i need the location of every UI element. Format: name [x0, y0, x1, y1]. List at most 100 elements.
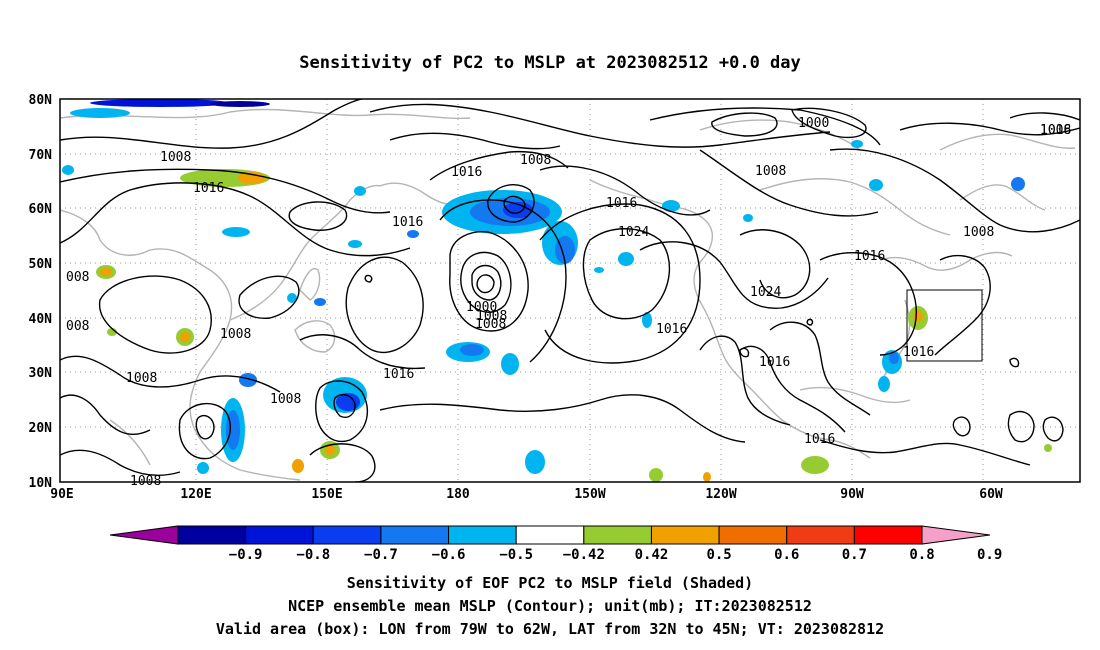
positive-patch — [1044, 444, 1052, 452]
negative-patch — [239, 373, 257, 387]
lat-label: 50N — [29, 257, 53, 272]
sensitivity-shading — [62, 99, 1052, 482]
negative-patch — [889, 352, 899, 364]
colorbar-tick-label: 0.6 — [774, 547, 799, 563]
colorbar-tick-label: −0.8 — [296, 547, 330, 563]
positive-patch — [100, 268, 112, 276]
contour-label: 1008 — [270, 392, 301, 407]
contour-label: 1024 — [750, 285, 781, 300]
lat-label: 80N — [29, 93, 53, 108]
colorbar-high-triangle — [921, 525, 991, 545]
colorbar-swatch — [853, 525, 923, 545]
figure-title: Sensitivity of PC2 to MSLP at 2023082512… — [299, 53, 801, 73]
contour-label: 1016 — [451, 165, 482, 180]
negative-patch — [743, 214, 753, 222]
contour-label: 1008 — [963, 225, 994, 240]
negative-patch — [851, 140, 863, 148]
colorbar-swatch — [312, 525, 382, 545]
lon-label: 180 — [446, 487, 470, 502]
valid-area-box — [906, 289, 983, 362]
lon-label: 120W — [705, 487, 736, 502]
contour-label: 1008 — [520, 153, 551, 168]
colorbar-tick-label: 0.7 — [842, 547, 867, 563]
contour-label: 1016 — [903, 345, 934, 360]
contour-label: 1008 — [130, 474, 161, 489]
lat-label: 10N — [29, 476, 53, 491]
negative-patch — [501, 353, 519, 375]
positive-patch — [325, 445, 335, 455]
colorbar-swatch — [380, 525, 450, 545]
negative-patch — [407, 230, 419, 238]
contour-label: 1016 — [854, 249, 885, 264]
colorbar-tick-label: 0.9 — [977, 547, 1002, 563]
mslp-contours — [60, 99, 1080, 482]
positive-patch — [913, 310, 923, 322]
latitude-labels: 80N 70N 60N 50N 40N 30N 20N 10N — [29, 93, 53, 491]
caption-line-1: Sensitivity of EOF PC2 to MSLP field (Sh… — [347, 574, 753, 592]
map-border — [59, 98, 1081, 483]
contour-label: 1008 — [126, 371, 157, 386]
negative-patch — [314, 298, 326, 306]
negative-patch — [348, 240, 362, 248]
lat-label: 30N — [29, 366, 53, 381]
negative-patch — [210, 101, 270, 107]
colorbar: −0.9 −0.8 −0.7 −0.6 −0.5 −0.42 0.42 0.5 0.6 0.7 0.… — [109, 525, 1002, 563]
positive-patch — [292, 459, 304, 473]
coastlines — [60, 108, 1076, 481]
colorbar-low-triangle — [109, 525, 179, 545]
colorbar-tick-label: −0.6 — [432, 547, 466, 563]
colorbar-swatch — [650, 525, 720, 545]
negative-patch — [525, 450, 545, 474]
longitude-labels: 90E 120E 150E 180 150W 120W 90W 60W — [50, 487, 1003, 502]
positive-patch — [801, 456, 829, 474]
negative-patch — [642, 312, 652, 328]
lat-label: 70N — [29, 148, 53, 163]
contour-label: 008 — [66, 319, 89, 334]
negative-patch — [460, 344, 484, 356]
contour-label: 1008 — [220, 327, 251, 342]
colorbar-swatch — [786, 525, 855, 545]
negative-patch — [222, 227, 250, 237]
negative-patch — [62, 165, 74, 175]
contour-label: 1016 — [656, 322, 687, 337]
contour-label: 1000 — [466, 300, 497, 315]
lat-label: 40N — [29, 312, 53, 327]
contour-label: 008 — [66, 270, 89, 285]
contour-label: 1024 — [618, 225, 649, 240]
colorbar-swatch — [515, 525, 585, 545]
positive-patch — [180, 332, 190, 342]
negative-patch — [618, 252, 634, 266]
contour-label: 1008 — [160, 150, 191, 165]
contour-label: 1016 — [606, 196, 637, 211]
colorbar-swatch — [177, 525, 247, 545]
caption-line-3: Valid area (box): LON from 79W to 62W, L… — [216, 620, 884, 638]
colorbar-swatch — [245, 525, 314, 545]
negative-patch — [354, 186, 366, 196]
contour-label: 1016 — [1040, 123, 1071, 138]
lon-label: 120E — [180, 487, 211, 502]
colorbar-swatch — [718, 525, 788, 545]
lon-label: 150W — [574, 487, 605, 502]
negative-patch — [1011, 177, 1025, 191]
contour-label: 1016 — [804, 432, 835, 447]
contour-label: 1016 — [383, 367, 414, 382]
colorbar-tick-label: −0.42 — [563, 547, 605, 563]
colorbar-tick-label: 0.5 — [706, 547, 731, 563]
caption-line-2: NCEP ensemble mean MSLP (Contour); unit(… — [288, 597, 812, 615]
contour-label: 1008 — [476, 309, 507, 324]
lon-label: 90W — [840, 487, 864, 502]
positive-patch — [649, 468, 663, 482]
contour-label: 1016 — [193, 181, 224, 196]
negative-patch — [662, 200, 680, 212]
negative-patch — [90, 99, 230, 107]
negative-patch — [336, 393, 360, 411]
positive-patch — [703, 472, 711, 482]
negative-patch — [594, 267, 604, 273]
lon-label: 150E — [311, 487, 342, 502]
contour-label: 1000 — [798, 116, 829, 131]
contour-label: 1016 — [392, 215, 423, 230]
colorbar-tick-label: −0.9 — [229, 547, 263, 563]
contour-label: 1008 — [1040, 123, 1071, 138]
colorbar-swatch — [583, 525, 652, 545]
